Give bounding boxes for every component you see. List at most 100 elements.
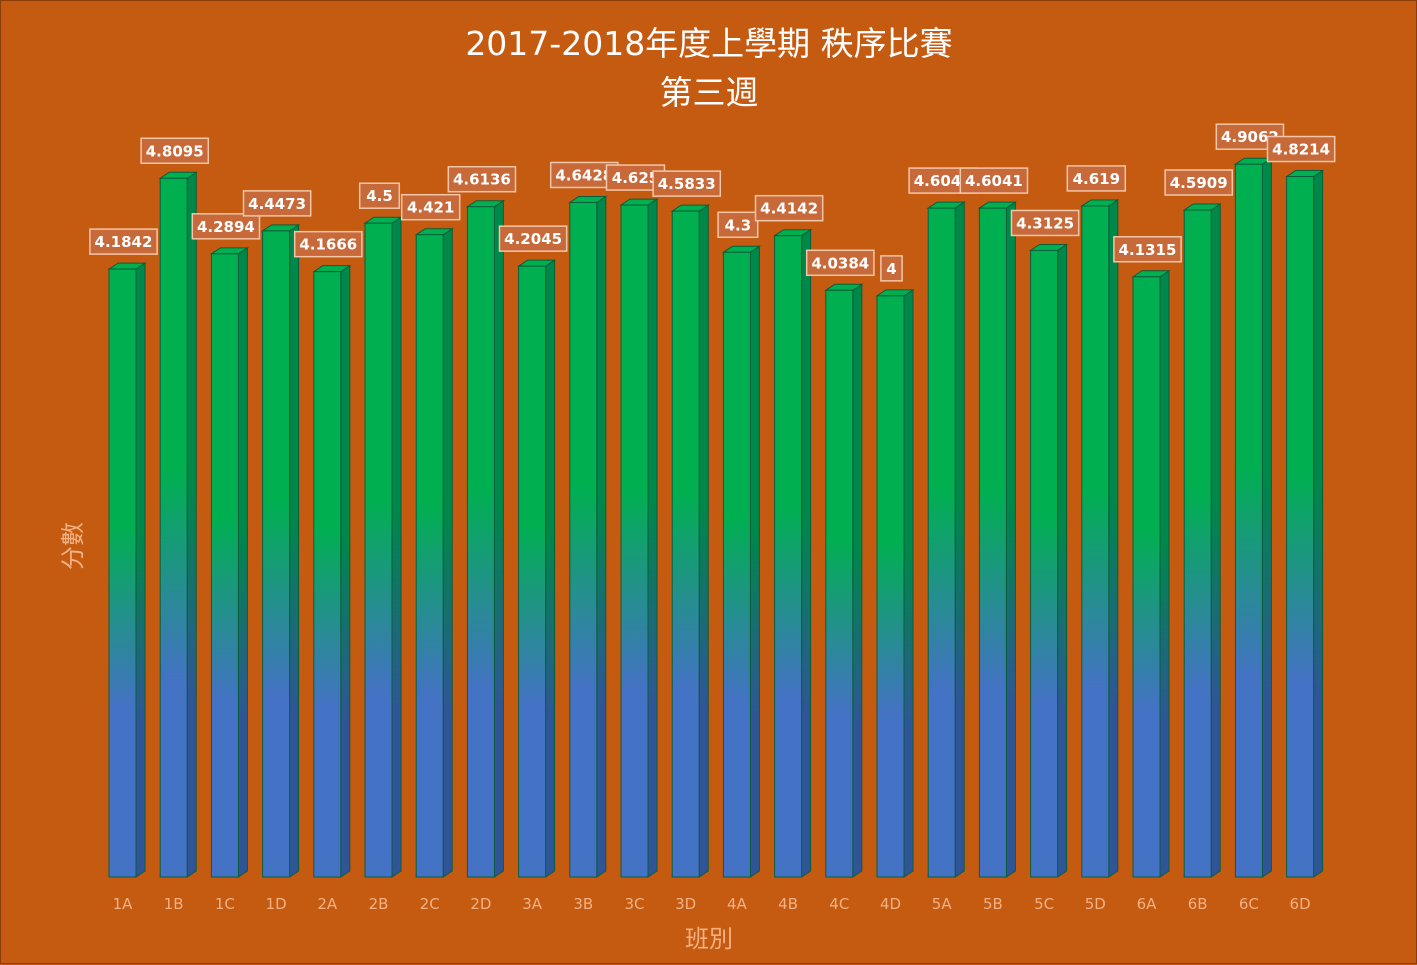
bar-side-1b xyxy=(186,171,197,878)
bar-side-2c xyxy=(442,227,453,878)
data-label-value: 4.1842 xyxy=(95,233,153,251)
data-label-box xyxy=(880,255,903,282)
data-label-4c: 4.0384 xyxy=(805,249,875,277)
data-label-box xyxy=(1266,135,1336,163)
data-label-6a: 4.1315 xyxy=(1113,236,1182,263)
bar-side-6c xyxy=(1261,157,1272,878)
data-label-box xyxy=(447,165,517,193)
bar-5a xyxy=(926,201,966,878)
data-label-3d: 4.5833 xyxy=(652,170,722,197)
data-label-box xyxy=(1113,236,1182,263)
data-label-value: 4.5909 xyxy=(1170,174,1228,192)
bar-front-1a xyxy=(108,268,137,878)
data-label-box xyxy=(400,193,461,221)
bar-side-2a xyxy=(340,264,351,878)
bar-front-3c xyxy=(620,204,649,878)
bar-side-6d xyxy=(1313,169,1324,878)
data-label-box xyxy=(89,228,158,255)
bar-4b xyxy=(772,228,813,878)
bar-front-1b xyxy=(159,177,188,878)
bar-front-6b xyxy=(1183,209,1212,878)
data-label-value: 4.8095 xyxy=(146,142,204,160)
bar-side-5c xyxy=(1057,243,1068,878)
x-tick-3a: 3A xyxy=(522,895,543,913)
data-label-value: 4.4142 xyxy=(760,200,818,218)
x-tick-5b: 5B xyxy=(983,895,1003,913)
data-label-6d: 4.8214 xyxy=(1266,135,1336,163)
data-label-value: 4.4473 xyxy=(248,195,306,213)
data-label-box xyxy=(1010,209,1080,237)
data-label-box xyxy=(242,190,312,217)
data-label-value: 4 xyxy=(886,260,896,278)
bar-3a xyxy=(516,259,557,878)
data-label-4b: 4.4142 xyxy=(754,194,824,222)
bar-front-2c xyxy=(415,234,444,878)
data-label-value: 4.6428 xyxy=(555,166,613,184)
x-tick-1c: 1C xyxy=(215,895,235,913)
x-tick-5c: 5C xyxy=(1034,895,1054,913)
data-label-1b: 4.8095 xyxy=(140,137,210,165)
x-tick-1d: 1D xyxy=(266,895,287,913)
bar-2c xyxy=(414,227,454,878)
bar-3d xyxy=(670,204,710,878)
bar-4c xyxy=(824,283,864,878)
data-label-box xyxy=(959,167,1029,194)
bar-side-6a xyxy=(1159,269,1170,878)
bar-side-3d xyxy=(698,204,709,878)
chart-title: 2017-2018年度上學期 秩序比賽 xyxy=(465,24,952,63)
data-label-value: 4.6041 xyxy=(914,172,972,190)
bar-front-2d xyxy=(466,206,495,878)
data-label-6b: 4.5909 xyxy=(1164,169,1234,196)
x-tick-1b: 1B xyxy=(164,895,184,913)
bars-layer xyxy=(107,157,1325,878)
data-label-value: 4.1666 xyxy=(299,236,357,254)
bar-2b xyxy=(363,216,403,878)
x-tick-4a: 4A xyxy=(727,895,748,913)
bar-6b xyxy=(1182,203,1222,878)
bar-3b xyxy=(568,195,608,878)
bar-front-5b xyxy=(978,207,1007,878)
x-tick-3c: 3C xyxy=(624,895,644,913)
data-label-box xyxy=(754,194,824,222)
bar-side-3b xyxy=(596,195,607,878)
bar-front-5a xyxy=(927,207,956,878)
x-tick-6b: 6B xyxy=(1188,895,1208,913)
bar-5d xyxy=(1080,199,1120,878)
bar-front-6c xyxy=(1234,163,1263,878)
bar-1c xyxy=(209,246,250,878)
x-tick-5d: 5D xyxy=(1085,895,1106,913)
x-axis-title: 班別 xyxy=(685,925,733,953)
data-label-5b: 4.6041 xyxy=(959,167,1029,194)
data-label-box xyxy=(805,249,875,277)
data-label-box xyxy=(498,225,568,252)
data-label-1c: 4.2894 xyxy=(191,213,261,240)
data-label-2a: 4.1666 xyxy=(293,230,363,258)
data-label-5c: 4.3125 xyxy=(1010,209,1080,237)
data-label-1a: 4.1842 xyxy=(89,228,158,255)
bar-6d xyxy=(1284,169,1325,878)
data-label-value: 4.619 xyxy=(1073,170,1120,188)
data-label-value: 4.6136 xyxy=(453,171,511,189)
data-label-value: 4.1315 xyxy=(1119,241,1177,259)
data-label-value: 4.9062 xyxy=(1221,128,1279,146)
bar-front-4b xyxy=(774,235,803,878)
data-label-value: 4.625 xyxy=(612,169,659,187)
bar-front-3a xyxy=(518,265,547,878)
data-label-value: 4.6041 xyxy=(965,172,1023,190)
bar-2a xyxy=(312,264,352,878)
bar-front-4a xyxy=(722,251,751,878)
data-label-value: 4.2894 xyxy=(197,218,255,236)
bar-4a xyxy=(721,245,762,878)
bar-1b xyxy=(158,171,198,878)
bar-side-2b xyxy=(391,216,402,878)
bar-front-5c xyxy=(1030,249,1059,878)
x-tick-4c: 4C xyxy=(829,895,849,913)
x-tick-2b: 2B xyxy=(369,895,389,913)
bar-side-3c xyxy=(647,198,658,878)
data-label-value: 4.8214 xyxy=(1272,141,1330,159)
data-label-box xyxy=(358,182,401,209)
bar-side-4b xyxy=(801,228,812,878)
bar-side-6b xyxy=(1210,203,1221,878)
